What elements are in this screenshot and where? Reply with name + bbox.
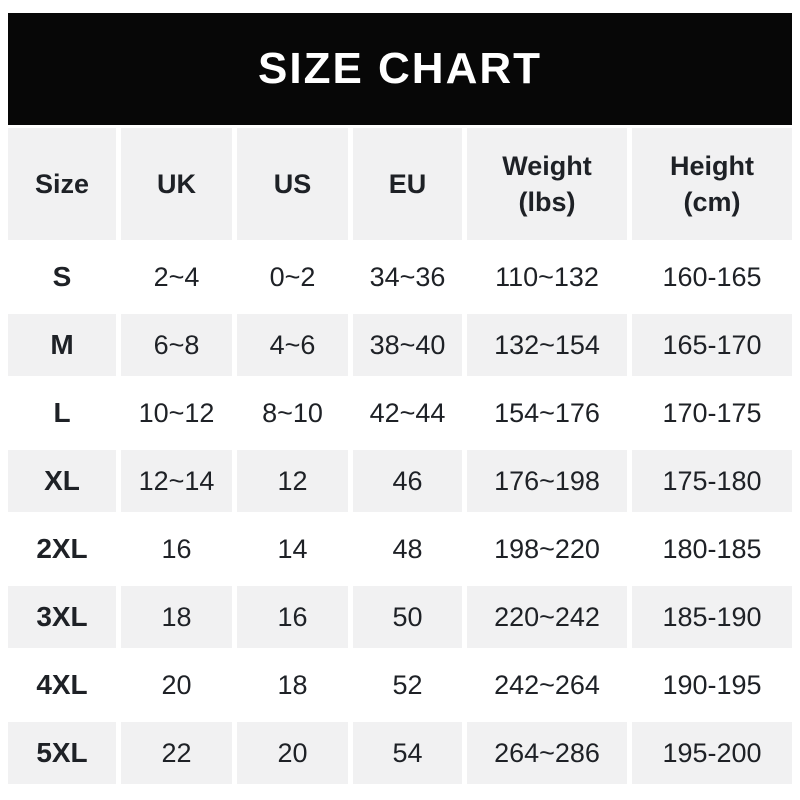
column-header-height: Height (cm) [632,128,792,240]
eu-value: 54 [353,722,462,784]
uk-value: 18 [121,586,232,648]
us-value: 16 [237,586,348,648]
table-row-m: M 6~8 4~6 38~40 132~154 165-170 [8,314,792,376]
weight-value: 110~132 [495,261,599,292]
column-header-eu: EU [353,128,462,240]
size-label: S [52,261,72,292]
column-header-us: US [237,128,348,240]
eu-value: 48 [392,533,423,564]
weight-value: 242~264 [494,669,600,700]
table-header-row: Size UK US EU Weight (lbs) Height (cm) [8,128,792,240]
size-label: 5XL [8,722,116,784]
table-row-l: L 10~12 8~10 42~44 154~176 170-175 [8,382,792,444]
column-header-weight: Weight (lbs) [467,128,627,240]
weight-value: 176~198 [467,450,627,512]
table-row-2xl: 2XL 16 14 48 198~220 180-185 [8,518,792,580]
column-header-size: Size [8,128,116,240]
us-value: 4~6 [237,314,348,376]
size-label: L [53,397,71,428]
uk-value: 6~8 [121,314,232,376]
height-value: 165-170 [632,314,792,376]
eu-value: 46 [353,450,462,512]
height-value: 185-190 [632,586,792,648]
size-label: M [8,314,116,376]
size-label: XL [8,450,116,512]
uk-value: 2~4 [153,261,200,292]
table-row-3xl: 3XL 18 16 50 220~242 185-190 [8,586,792,648]
table-row-s: S 2~4 0~2 34~36 110~132 160-165 [8,246,792,308]
uk-value: 10~12 [138,397,215,428]
weight-value: 154~176 [494,397,600,428]
banner: SIZE CHART [8,13,792,125]
height-value: 170-175 [662,397,762,428]
table-row-5xl: 5XL 22 20 54 264~286 195-200 [8,722,792,784]
size-label: 4XL [36,669,88,700]
height-value: 180-185 [662,533,762,564]
size-label: 3XL [8,586,116,648]
height-value: 195-200 [632,722,792,784]
us-value: 0~2 [269,261,316,292]
eu-value: 42~44 [369,397,446,428]
us-value: 18 [277,669,308,700]
uk-value: 20 [161,669,192,700]
weight-value: 220~242 [467,586,627,648]
page-title: SIZE CHART [258,44,542,93]
size-label: 2XL [36,533,88,564]
column-header-uk: UK [121,128,232,240]
eu-value: 34~36 [369,261,446,292]
weight-value: 132~154 [467,314,627,376]
weight-value: 264~286 [467,722,627,784]
table-row-4xl: 4XL 20 18 52 242~264 190-195 [8,654,792,716]
us-value: 14 [277,533,308,564]
height-value: 175-180 [632,450,792,512]
uk-value: 12~14 [121,450,232,512]
eu-value: 52 [392,669,423,700]
us-value: 20 [237,722,348,784]
uk-value: 22 [121,722,232,784]
uk-value: 16 [161,533,192,564]
us-value: 8~10 [262,397,323,428]
eu-value: 50 [353,586,462,648]
weight-value: 198~220 [494,533,600,564]
eu-value: 38~40 [353,314,462,376]
table-row-xl: XL 12~14 12 46 176~198 175-180 [8,450,792,512]
height-value: 160-165 [662,261,762,292]
height-value: 190-195 [662,669,762,700]
size-table: Size UK US EU Weight (lbs) Height (cm) S… [8,128,792,784]
us-value: 12 [237,450,348,512]
